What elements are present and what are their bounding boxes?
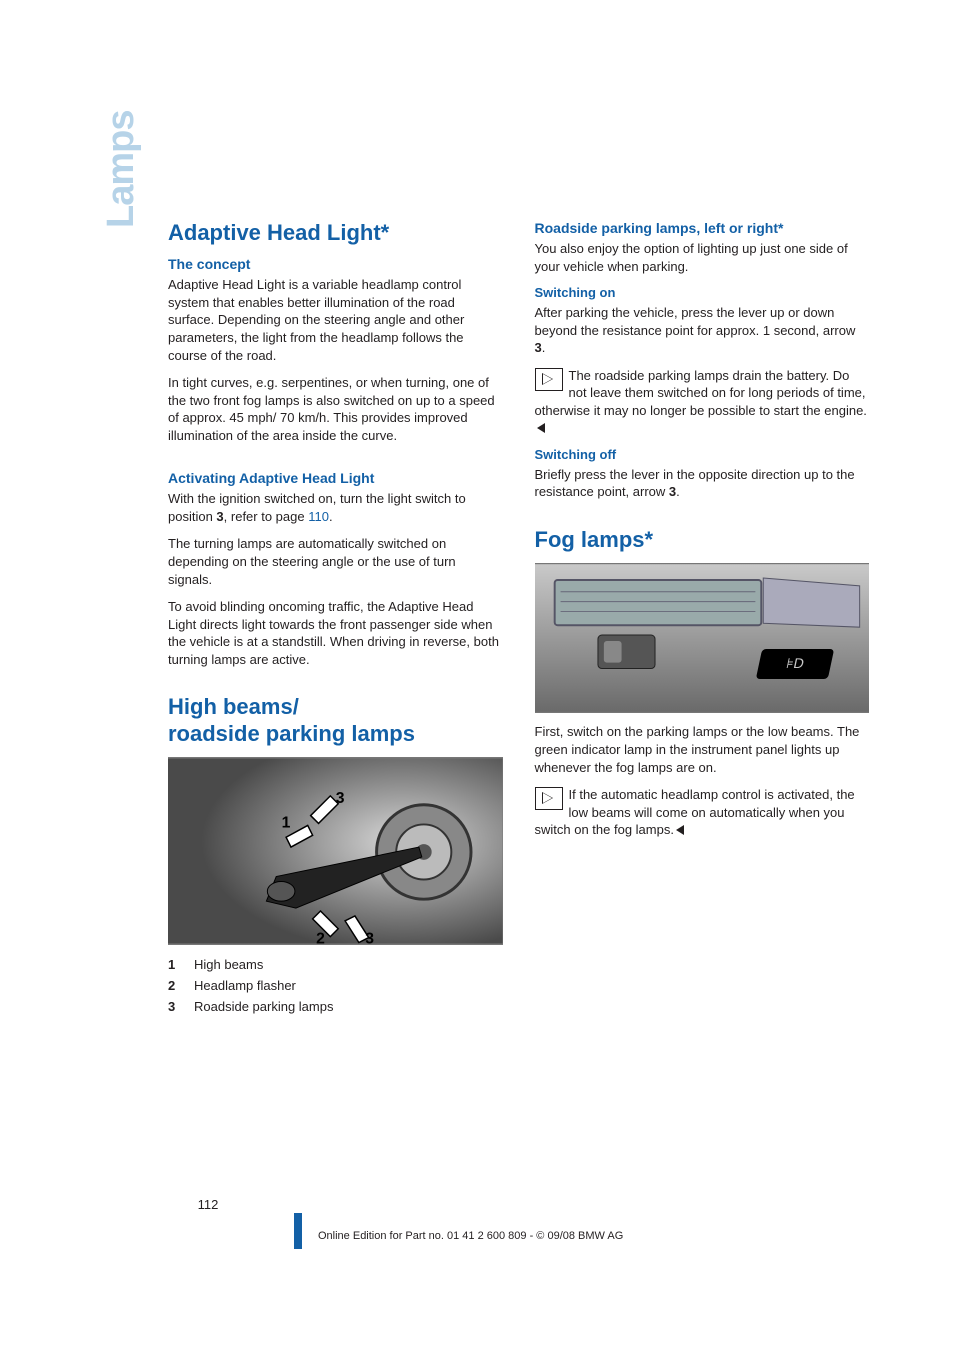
list-item: 1 High beams — [168, 955, 503, 976]
list-item-number: 1 — [168, 955, 180, 976]
heading-high-beams-line2: roadside parking lamps — [168, 721, 503, 747]
heading-fog-lamps: Fog lamps* — [535, 527, 870, 553]
note-battery-drain: The roadside parking lamps drain the bat… — [535, 367, 870, 437]
page-ref-link[interactable]: 110 — [308, 509, 329, 524]
end-marker-icon — [537, 423, 545, 433]
subheading-concept: The concept — [168, 256, 503, 272]
bold-ref: 3 — [535, 340, 542, 355]
subheading-switching-on: Switching on — [535, 285, 870, 300]
list-item-label: Headlamp flasher — [194, 976, 296, 997]
para-concept-2: In tight curves, e.g. serpentines, or wh… — [168, 374, 503, 444]
para-concept-1: Adaptive Head Light is a variable headla… — [168, 276, 503, 364]
bold-ref: 3 — [216, 509, 223, 524]
svg-text:3: 3 — [365, 930, 374, 945]
page-footer: 112 Online Edition for Part no. 01 41 2 … — [168, 1197, 869, 1242]
text-span: Briefly press the lever in the opposite … — [535, 467, 855, 500]
note-text: If the automatic headlamp control is act… — [535, 787, 855, 837]
fog-lamp-symbol: ⊧D — [756, 649, 834, 679]
note-icon — [535, 368, 563, 391]
svg-text:2: 2 — [316, 930, 325, 945]
list-item-number: 3 — [168, 997, 180, 1018]
figure-fog-lamp-button: ⊧D — [535, 563, 870, 713]
subheading-switching-off: Switching off — [535, 447, 870, 462]
svg-text:3: 3 — [336, 790, 345, 807]
left-column: Adaptive Head Light* The concept Adaptiv… — [168, 220, 503, 1017]
para-fog-1: First, switch on the parking lamps or th… — [535, 723, 870, 776]
svg-text:1: 1 — [282, 814, 291, 831]
text-span: . — [676, 484, 680, 499]
footer-accent-bar — [294, 1213, 302, 1249]
para-activate-1: With the ignition switched on, turn the … — [168, 490, 503, 525]
footer-edition-text: Online Edition for Part no. 01 41 2 600 … — [318, 1218, 869, 1242]
text-span: . — [542, 340, 546, 355]
heading-high-beams-line1: High beams/ — [168, 694, 503, 720]
para-roadside-1: You also enjoy the option of lighting up… — [535, 240, 870, 275]
note-text: The roadside parking lamps drain the bat… — [535, 368, 867, 418]
list-item-label: High beams — [194, 955, 263, 976]
note-icon — [535, 787, 563, 810]
heading-adaptive-head-light: Adaptive Head Light* — [168, 220, 503, 246]
note-auto-headlamp: If the automatic headlamp control is act… — [535, 786, 870, 839]
para-switching-on: After parking the vehicle, press the lev… — [535, 304, 870, 357]
figure-lever-diagram: 3 1 2 3 — [168, 757, 503, 945]
subheading-activating: Activating Adaptive Head Light — [168, 470, 503, 486]
text-span: . — [329, 509, 333, 524]
para-activate-3: To avoid blinding oncoming traffic, the … — [168, 598, 503, 668]
para-activate-2: The turning lamps are automatically swit… — [168, 535, 503, 588]
list-item: 2 Headlamp flasher — [168, 976, 503, 997]
text-span: , refer to page — [224, 509, 309, 524]
side-tab-label: Lamps — [100, 111, 143, 228]
text-span: After parking the vehicle, press the lev… — [535, 305, 856, 338]
end-marker-icon — [676, 825, 684, 835]
page-number: 112 — [168, 1197, 248, 1212]
list-item: 3 Roadside parking lamps — [168, 997, 503, 1018]
list-item-label: Roadside parking lamps — [194, 997, 333, 1018]
list-item-number: 2 — [168, 976, 180, 997]
subheading-roadside-parking: Roadside parking lamps, left or right* — [535, 220, 870, 236]
para-switching-off: Briefly press the lever in the opposite … — [535, 466, 870, 501]
right-column: Roadside parking lamps, left or right* Y… — [535, 220, 870, 1017]
